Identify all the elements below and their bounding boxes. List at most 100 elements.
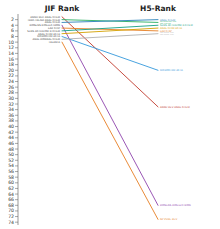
y-tick bbox=[15, 53, 18, 54]
y-tick-label: 54 bbox=[8, 163, 14, 168]
y-tick-label: 44 bbox=[8, 135, 14, 140]
y-tick-label: 36 bbox=[8, 113, 14, 118]
y-tick-label: 64 bbox=[8, 192, 14, 197]
y-tick bbox=[15, 42, 18, 43]
y-tick bbox=[15, 171, 18, 172]
y-tick bbox=[15, 87, 18, 88]
y-tick-label: 16 bbox=[8, 57, 14, 62]
y-tick bbox=[15, 104, 18, 105]
slope-line bbox=[62, 25, 158, 31]
y-tick bbox=[15, 188, 18, 189]
label-line: ANAL BIOANAL CHEM bbox=[160, 34, 174, 36]
y-tick bbox=[15, 210, 18, 211]
label-line: BIOSENS BIOELECTRON bbox=[160, 204, 191, 207]
slope-line bbox=[62, 17, 158, 107]
y-tick bbox=[15, 126, 18, 127]
y-tick bbox=[15, 182, 18, 183]
y-tick-label: 34 bbox=[8, 107, 14, 112]
y-tick bbox=[15, 199, 18, 200]
point-label: TALANTA bbox=[49, 41, 61, 44]
y-tick-label: 56 bbox=[8, 169, 14, 174]
point-label: ANAL CHEM bbox=[160, 19, 175, 22]
y-tick bbox=[15, 165, 18, 166]
y-tick-label: 50 bbox=[8, 152, 14, 157]
point-label: ANAL BIOANAL CHEMANAL BIOANAL CHEM bbox=[160, 32, 174, 35]
y-tick-label: 68 bbox=[8, 203, 14, 208]
y-tick bbox=[15, 120, 18, 121]
y-tick-label: 38 bbox=[8, 118, 14, 123]
slope-line bbox=[62, 25, 158, 205]
slope-line bbox=[62, 37, 158, 71]
point-label: ANNU REV ANAL CHEM bbox=[160, 106, 190, 109]
y-tick-label: 46 bbox=[8, 141, 14, 146]
y-tick bbox=[15, 36, 18, 37]
point-label: BIOSENS BIOELECTRON bbox=[160, 204, 191, 207]
label-line: NP PURE REV bbox=[160, 218, 177, 221]
y-tick-label: 6 bbox=[11, 28, 14, 33]
label-line: ANAL CHIM ACTA bbox=[160, 27, 182, 30]
slope-line bbox=[62, 42, 158, 219]
y-tick-label: 60 bbox=[8, 180, 14, 185]
y-tick-label: 32 bbox=[8, 102, 14, 107]
y-tick-label: 18 bbox=[8, 62, 14, 67]
y-tick-label: 12 bbox=[8, 45, 14, 50]
y-tick-label: 66 bbox=[8, 197, 14, 202]
y-tick bbox=[15, 70, 18, 71]
y-tick-label: 58 bbox=[8, 175, 14, 180]
y-tick bbox=[15, 132, 18, 133]
y-tick bbox=[15, 137, 18, 138]
y-tick bbox=[15, 47, 18, 48]
y-tick bbox=[15, 194, 18, 195]
label-line: ANNU REV ANAL CHEM bbox=[160, 106, 190, 109]
point-label: ANAL CHIM ACTA bbox=[160, 27, 182, 30]
y-tick-label: 14 bbox=[8, 51, 14, 56]
y-tick-label: 22 bbox=[8, 73, 14, 78]
slope-line bbox=[62, 34, 158, 40]
label-line: TALANTA bbox=[49, 41, 61, 44]
y-tick bbox=[15, 149, 18, 150]
y-tick bbox=[15, 160, 18, 161]
y-tick-label: 30 bbox=[8, 96, 14, 101]
point-label: MICROCHIM ACTA bbox=[160, 69, 183, 72]
y-tick-label: 42 bbox=[8, 130, 14, 135]
slope-line bbox=[62, 20, 158, 23]
y-tick-label: 62 bbox=[8, 186, 14, 191]
y-tick-label: 26 bbox=[8, 85, 14, 90]
y-tick-label: 48 bbox=[8, 147, 14, 152]
y-tick-label: 20 bbox=[8, 68, 14, 73]
y-tick bbox=[15, 177, 18, 178]
y-tick-label: 72 bbox=[8, 214, 14, 219]
y-tick bbox=[15, 19, 18, 20]
y-tick-label: 52 bbox=[8, 158, 14, 163]
y-tick-label: 2 bbox=[11, 17, 14, 22]
y-tick-label: 70 bbox=[8, 208, 14, 213]
slope-line bbox=[62, 20, 158, 23]
label-line: MICROCHIM ACTA bbox=[160, 69, 183, 72]
y-tick bbox=[15, 30, 18, 31]
label-line: ANAL CHEM bbox=[160, 19, 175, 22]
point-label: NP PURE REV bbox=[160, 218, 177, 221]
y-tick-label: 4 bbox=[11, 23, 14, 28]
chart: 2468101214161820222426283032343638404244… bbox=[0, 0, 220, 229]
y-tick bbox=[15, 154, 18, 155]
y-tick bbox=[15, 109, 18, 110]
lines bbox=[62, 17, 158, 220]
y-tick bbox=[15, 205, 18, 206]
y-tick bbox=[15, 25, 18, 26]
y-tick-label: 10 bbox=[8, 40, 14, 45]
y-tick-label: 28 bbox=[8, 90, 14, 95]
y-axis-line bbox=[18, 14, 19, 225]
y-tick bbox=[15, 115, 18, 116]
slope-line bbox=[62, 28, 158, 34]
category-title: JIF Rank bbox=[44, 4, 80, 13]
y-tick bbox=[15, 92, 18, 93]
y-tick-label: 8 bbox=[11, 34, 14, 39]
y-tick bbox=[15, 64, 18, 65]
y-tick bbox=[15, 75, 18, 76]
category-title: H5-Rank bbox=[140, 4, 177, 13]
y-tick bbox=[15, 81, 18, 82]
y-tick bbox=[15, 222, 18, 223]
y-tick-label: 24 bbox=[8, 79, 14, 84]
y-tick bbox=[15, 59, 18, 60]
y-tick-label: 40 bbox=[8, 124, 14, 129]
